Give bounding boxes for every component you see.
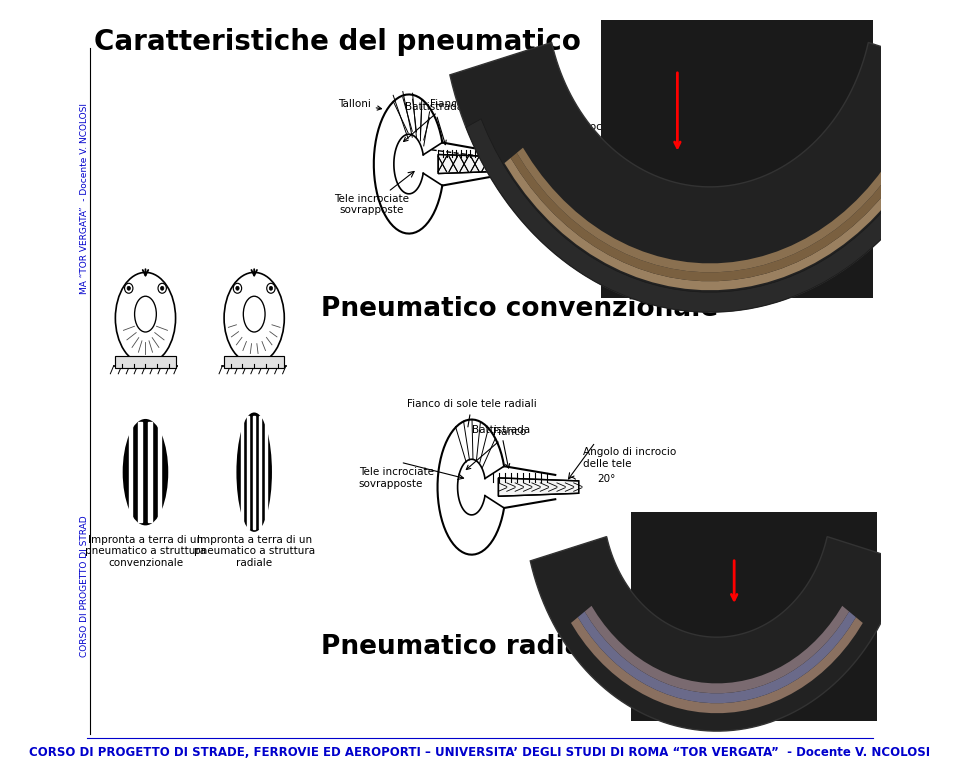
Ellipse shape (158, 283, 166, 293)
Polygon shape (438, 154, 522, 174)
Polygon shape (511, 153, 909, 281)
Bar (247, 416, 249, 529)
Text: CORSO DI PROGETTO DI STRADE, FERROVIE ED AEROPORTI – UNIVERSITA’ DEGLI STUDI DI : CORSO DI PROGETTO DI STRADE, FERROVIE ED… (30, 746, 930, 759)
Text: Fianco: Fianco (403, 100, 463, 142)
Bar (601, 20, 873, 298)
Bar (252, 416, 255, 529)
Bar (241, 416, 243, 529)
Polygon shape (516, 148, 903, 272)
Ellipse shape (127, 286, 131, 290)
Ellipse shape (269, 286, 273, 290)
Text: Caratteristiche del pneumatico: Caratteristiche del pneumatico (94, 28, 581, 56)
Text: Battistrada: Battistrada (472, 425, 530, 468)
Text: Fianco: Fianco (467, 428, 526, 470)
Text: Pneumatico convenzionale: Pneumatico convenzionale (321, 296, 718, 322)
Bar (129, 422, 132, 522)
FancyBboxPatch shape (224, 356, 284, 368)
Ellipse shape (237, 413, 271, 531)
Ellipse shape (233, 283, 242, 293)
Ellipse shape (124, 420, 167, 524)
Text: MA “TOR VERGATA”  - Docente V. NCOLOSI: MA “TOR VERGATA” - Docente V. NCOLOSI (80, 103, 89, 295)
Bar (138, 422, 142, 522)
Text: Belt: Belt (634, 79, 661, 93)
Polygon shape (571, 617, 863, 713)
Text: Impronta a terra di un
pneumatico a struttura
convenzionale: Impronta a terra di un pneumatico a stru… (84, 535, 206, 568)
Text: Battistrada: Battistrada (405, 102, 463, 145)
Text: Impronta a terra di un
pneumatico a struttura
radiale: Impronta a terra di un pneumatico a stru… (194, 535, 315, 568)
Text: Angolo di incrocio
delle tele: Angolo di incrocio delle tele (517, 122, 611, 143)
Text: Reinforcement at 0°: Reinforcement at 0° (635, 568, 754, 581)
Ellipse shape (160, 286, 164, 290)
Polygon shape (504, 158, 916, 290)
Ellipse shape (236, 286, 239, 290)
Ellipse shape (243, 296, 265, 332)
Text: Talloni: Talloni (338, 100, 381, 110)
Text: Pneumatico radiale: Pneumatico radiale (321, 634, 610, 661)
Polygon shape (498, 478, 579, 496)
Text: Angolo di incrocio
delle tele: Angolo di incrocio delle tele (583, 447, 676, 469)
Polygon shape (450, 43, 960, 312)
Polygon shape (578, 612, 856, 703)
Bar (259, 416, 261, 529)
FancyBboxPatch shape (631, 512, 877, 721)
Polygon shape (530, 537, 903, 731)
Bar (148, 422, 152, 522)
Text: 20°: 20° (597, 474, 615, 484)
Text: 40°: 40° (535, 149, 553, 159)
Text: Fianco di sole tele radiali: Fianco di sole tele radiali (407, 400, 537, 427)
Text: Tread: Tread (786, 55, 821, 68)
Ellipse shape (267, 283, 276, 293)
Bar (157, 422, 161, 522)
FancyBboxPatch shape (601, 20, 873, 298)
Polygon shape (466, 119, 954, 312)
Polygon shape (585, 606, 849, 693)
Ellipse shape (125, 283, 132, 293)
Text: CORSO DI PROGETTO DI STRAD: CORSO DI PROGETTO DI STRAD (80, 516, 89, 658)
Text: Tele incrociate
sovrapposte: Tele incrociate sovrapposte (359, 467, 434, 489)
Ellipse shape (134, 296, 156, 332)
FancyBboxPatch shape (115, 356, 176, 368)
Bar (265, 416, 267, 529)
Text: Tele incrociate
sovrapposte: Tele incrociate sovrapposte (334, 194, 409, 215)
